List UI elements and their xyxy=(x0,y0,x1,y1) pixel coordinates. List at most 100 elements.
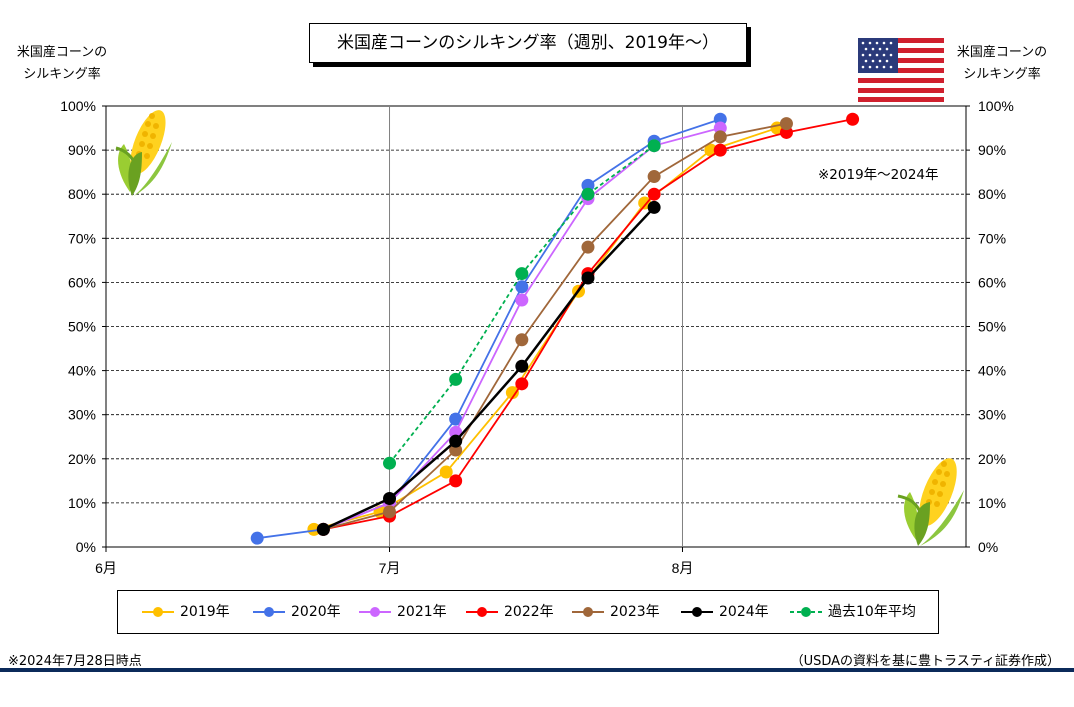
data-point xyxy=(647,200,661,214)
legend-swatch-marker xyxy=(801,607,811,617)
y-tick-label-right: 10% xyxy=(978,495,1006,511)
y-tick-label-right: 40% xyxy=(978,363,1006,379)
left-axis-title-line1: 米国産コーンの xyxy=(16,45,108,60)
data-point xyxy=(439,465,453,479)
data-point xyxy=(515,377,529,391)
data-point xyxy=(779,117,793,131)
legend-label: 2020年 xyxy=(291,604,341,620)
legend-swatch-marker xyxy=(692,607,702,617)
data-point xyxy=(515,267,529,281)
data-point xyxy=(449,434,463,448)
y-axis-left: 0% 10% 20% 30% 40% 50% 60% 70% 80% 90% 100% xyxy=(60,98,106,555)
right-axis-title: 米国産コーンの シルキング率 xyxy=(946,42,1058,86)
chart-grid xyxy=(105,105,967,548)
series-line xyxy=(322,206,656,531)
y-tick-label-left: 70% xyxy=(68,230,96,246)
data-point xyxy=(515,359,529,373)
corn-icon xyxy=(115,110,172,196)
legend: 2019年 2020年 2021年 2022年 2023年 2024年 過去10年平均 xyxy=(117,590,939,634)
y-tick-label-right: 50% xyxy=(978,319,1006,335)
right-axis-title-line1: 米国産コーンの xyxy=(956,45,1048,60)
y-tick-label-right: 0% xyxy=(978,539,998,555)
legend-swatch xyxy=(790,607,822,617)
data-point xyxy=(316,522,330,536)
y-tick-label-right: 30% xyxy=(978,407,1006,423)
legend-swatch-marker xyxy=(153,607,163,617)
data-point xyxy=(515,293,529,307)
period-note: ※2019年～2024年 xyxy=(818,167,939,183)
data-point xyxy=(713,143,727,157)
legend-label: 2019年 xyxy=(180,604,230,620)
legend-label: 2024年 xyxy=(719,604,769,620)
legend-swatch xyxy=(359,607,391,617)
legend-swatch xyxy=(142,607,174,617)
data-point xyxy=(647,170,661,184)
series-line xyxy=(313,127,778,531)
y-tick-label-right: 80% xyxy=(978,186,1006,202)
series-line xyxy=(323,122,787,531)
legend-swatch xyxy=(681,607,713,617)
us-flag-icon xyxy=(858,38,944,102)
legend-swatch-marker xyxy=(370,607,380,617)
data-point xyxy=(515,333,529,347)
legend-label: 2021年 xyxy=(397,604,447,620)
data-point xyxy=(647,139,661,153)
footnote-source: （USDAの資料を基に豊トラスティ証券作成） xyxy=(790,654,1060,669)
data-point xyxy=(449,372,463,386)
legend-label: 過去10年平均 xyxy=(828,604,916,620)
y-tick-label-left: 20% xyxy=(68,451,96,467)
left-axis-title-line2: シルキング率 xyxy=(23,67,101,82)
y-tick-label-right: 70% xyxy=(978,230,1006,246)
y-tick-label-left: 90% xyxy=(68,142,96,158)
legend-swatch-marker xyxy=(477,607,487,617)
right-axis-title-line2: シルキング率 xyxy=(963,67,1041,82)
y-axis-right: 0% 10% 20% 30% 40% 50% 60% 70% 80% 90% 100% xyxy=(966,98,1014,555)
data-point xyxy=(581,187,595,201)
x-axis: 6月 7月 8月 xyxy=(95,547,693,576)
footnote-date: ※2024年7月28日時点 xyxy=(8,654,142,669)
data-point xyxy=(581,240,595,254)
y-tick-label-left: 50% xyxy=(68,319,96,335)
series-6 xyxy=(383,139,661,470)
corn-icon xyxy=(897,458,964,546)
legend-swatch xyxy=(572,607,604,617)
data-point xyxy=(383,505,397,519)
data-point xyxy=(449,474,463,488)
x-tick-label: 8月 xyxy=(672,560,694,576)
series-layer xyxy=(250,112,860,545)
legend-swatch-marker xyxy=(264,607,274,617)
series-3 xyxy=(316,112,860,536)
data-point xyxy=(449,412,463,426)
x-tick-label: 7月 xyxy=(379,560,401,576)
chart-title: 米国産コーンのシルキング率（週別、2019年～） xyxy=(309,23,747,63)
legend-swatch xyxy=(466,607,498,617)
series-line xyxy=(323,127,721,531)
data-point xyxy=(383,456,397,470)
bottom-bar xyxy=(0,668,1074,672)
data-point xyxy=(383,491,397,505)
y-tick-label-left: 60% xyxy=(68,274,96,290)
data-point xyxy=(647,187,661,201)
legend-swatch xyxy=(253,607,285,617)
legend-swatch-marker xyxy=(583,607,593,617)
legend-label: 2023年 xyxy=(610,604,660,620)
series-2 xyxy=(316,121,727,536)
legend-label: 2022年 xyxy=(504,604,554,620)
data-point xyxy=(846,112,860,126)
y-tick-label-left: 0% xyxy=(76,539,96,555)
y-tick-label-right: 90% xyxy=(978,142,1006,158)
series-0 xyxy=(307,121,784,536)
data-point xyxy=(713,130,727,144)
y-tick-label-left: 30% xyxy=(68,407,96,423)
y-tick-label-left: 100% xyxy=(60,98,96,114)
series-5 xyxy=(316,200,661,536)
y-tick-label-left: 40% xyxy=(68,363,96,379)
data-point xyxy=(307,522,321,536)
data-point xyxy=(515,280,529,294)
data-point xyxy=(250,531,264,545)
y-tick-label-right: 60% xyxy=(978,274,1006,290)
left-axis-title: 米国産コーンの シルキング率 xyxy=(14,42,110,86)
y-tick-label-left: 10% xyxy=(68,495,96,511)
y-tick-label-left: 80% xyxy=(68,186,96,202)
